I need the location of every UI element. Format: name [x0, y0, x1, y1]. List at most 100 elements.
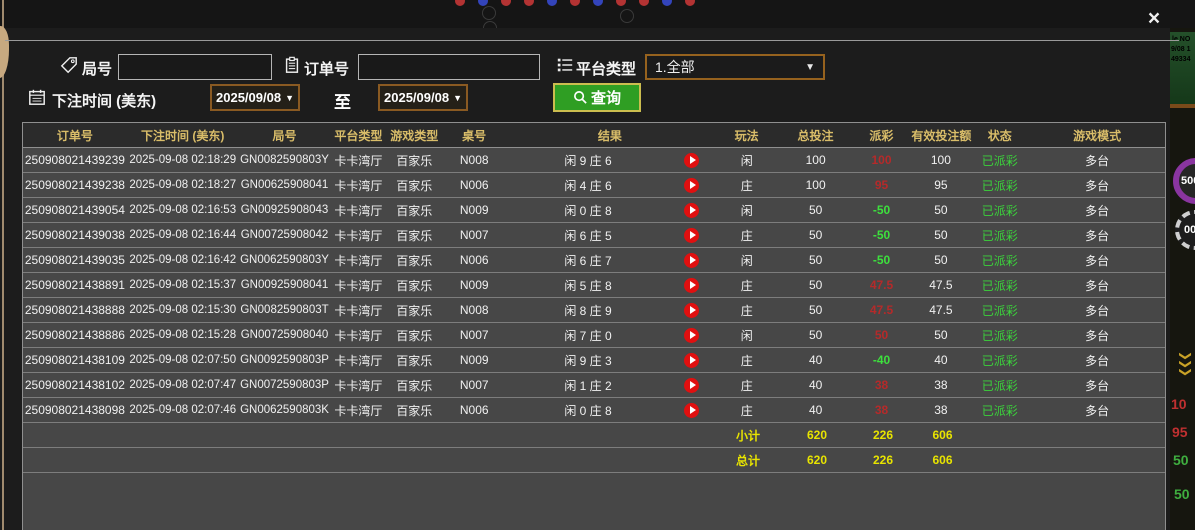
col-valid-bet: 有效投注额: [911, 128, 972, 143]
table-row: 250908021438098 2025-09-08 02:07:46 GN0062…: [23, 398, 1165, 423]
bet-time: 2025-09-08 02:16:53: [129, 204, 237, 216]
replay-cell: [670, 327, 714, 343]
query-button[interactable]: 查询: [553, 83, 641, 112]
replay-button[interactable]: [684, 327, 700, 343]
calendar-icon: [28, 88, 46, 106]
round-number-input[interactable]: [118, 54, 272, 80]
subtotal-row-payout: 226: [872, 428, 894, 442]
result: 闲 5 庄 8: [564, 278, 612, 293]
tag-icon: [60, 56, 78, 74]
game-type: 百家乐: [396, 403, 433, 418]
valid-bet: 40: [934, 353, 948, 367]
bet-records-table: 订单号 下注时间 (美东) 局号 平台类型 游戏类型 桌号 结果 玩法 总投注 …: [22, 122, 1166, 530]
valid-bet: 95: [934, 178, 948, 192]
platform: 卡卡湾厅: [334, 378, 383, 393]
replay-button[interactable]: [684, 252, 700, 268]
order-number-input[interactable]: [358, 54, 540, 80]
replay-button[interactable]: [684, 302, 700, 318]
result: 闲 0 庄 8: [564, 203, 612, 218]
table-no: N006: [459, 253, 489, 267]
bet-time: 2025-09-08 02:07:46: [129, 404, 237, 416]
background-left-shape: [0, 26, 9, 78]
order-id: 250908021439239: [24, 153, 125, 167]
total-bet: 50: [808, 203, 823, 217]
date-to-select[interactable]: 2025/09/08 ▼: [378, 84, 468, 111]
replay-button[interactable]: [684, 177, 700, 193]
round-id: GN00725908040: [240, 329, 329, 341]
total-bet: 50: [808, 278, 823, 292]
replay-button[interactable]: [684, 227, 700, 243]
status-badge: 已派彩: [981, 378, 1018, 393]
order-id: 250908021438888: [24, 303, 125, 317]
game-mode: 多台: [1085, 203, 1110, 218]
status-badge: 已派彩: [981, 178, 1018, 193]
order-id: 250908021438891: [24, 278, 125, 292]
status-badge: 已派彩: [981, 403, 1018, 418]
close-icon[interactable]: ×: [1147, 7, 1161, 30]
background-text: 49334: [1171, 56, 1191, 63]
roadmap-dot: [593, 0, 603, 6]
game-type: 百家乐: [396, 153, 433, 168]
table-row: 250908021438888 2025-09-08 02:15:30 GN0082…: [23, 298, 1165, 323]
game-mode: 多台: [1085, 353, 1110, 368]
chevron-down-icon: ▼: [453, 92, 462, 103]
bet-time: 2025-09-08 02:18:29: [129, 154, 237, 166]
col-payout: 派彩: [869, 128, 894, 143]
platform: 卡卡湾厅: [334, 353, 383, 368]
replay-button[interactable]: [684, 202, 700, 218]
game-type: 百家乐: [396, 328, 433, 343]
payout: 47.5: [869, 278, 894, 292]
total-bet: 50: [808, 303, 823, 317]
total-row-total-bet: 620: [806, 453, 828, 467]
replay-button[interactable]: [684, 152, 700, 168]
platform: 卡卡湾厅: [334, 328, 383, 343]
play-icon: [689, 181, 696, 189]
replay-button[interactable]: [684, 352, 700, 368]
play-icon: [689, 331, 696, 339]
table-row: 250908021439035 2025-09-08 02:16:42 GN0062…: [23, 248, 1165, 273]
game-mode: 多台: [1085, 328, 1110, 343]
game-mode: 多台: [1085, 153, 1110, 168]
order-id: 250908021439035: [24, 253, 125, 267]
chip-00: 00: [1175, 210, 1195, 250]
roadmap-dot: [547, 0, 557, 6]
valid-bet: 50: [934, 253, 948, 267]
play-icon: [689, 306, 696, 314]
subtotal-row-total-bet: 620: [806, 428, 828, 442]
date-from-select[interactable]: 2025/09/08 ▼: [210, 84, 300, 111]
chevron-down-icon: ▼: [285, 92, 294, 103]
valid-bet: 38: [934, 403, 948, 417]
replay-cell: [670, 302, 714, 318]
round-id: GN00725908042: [240, 229, 329, 241]
table-no: N007: [459, 378, 489, 392]
col-play-type: 玩法: [734, 128, 759, 143]
background-table-felt: [1170, 32, 1195, 104]
round-id: GN0092590803P: [240, 354, 329, 366]
replay-button[interactable]: [684, 277, 700, 293]
valid-bet: 50: [934, 203, 948, 217]
bet-time: 2025-09-08 02:15:37: [129, 279, 237, 291]
play-icon: [689, 156, 696, 164]
game-type: 百家乐: [396, 278, 433, 293]
valid-bet: 47.5: [929, 278, 953, 292]
replay-button[interactable]: [684, 402, 700, 418]
valid-bet: 47.5: [929, 303, 953, 317]
status-badge: 已派彩: [981, 228, 1018, 243]
replay-cell: [670, 402, 714, 418]
total-bet: 50: [808, 253, 823, 267]
roadmap-ghost-circle: [483, 21, 497, 28]
game-mode: 多台: [1085, 403, 1110, 418]
total-bet: 50: [808, 328, 823, 342]
clipboard-icon: [283, 56, 301, 74]
table-row: 250908021439238 2025-09-08 02:18:27 GN0062…: [23, 173, 1165, 198]
bet-time: 2025-09-08 02:16:42: [129, 254, 237, 266]
order-id: 250908021439238: [24, 178, 125, 192]
roadmap-dot: [524, 0, 534, 6]
game-type: 百家乐: [396, 178, 433, 193]
background-left-edge: [2, 0, 4, 530]
table-no: N009: [459, 278, 489, 292]
play-icon: [689, 206, 696, 214]
replay-button[interactable]: [684, 377, 700, 393]
platform-type-select[interactable]: 1.全部 ▼: [645, 54, 825, 80]
